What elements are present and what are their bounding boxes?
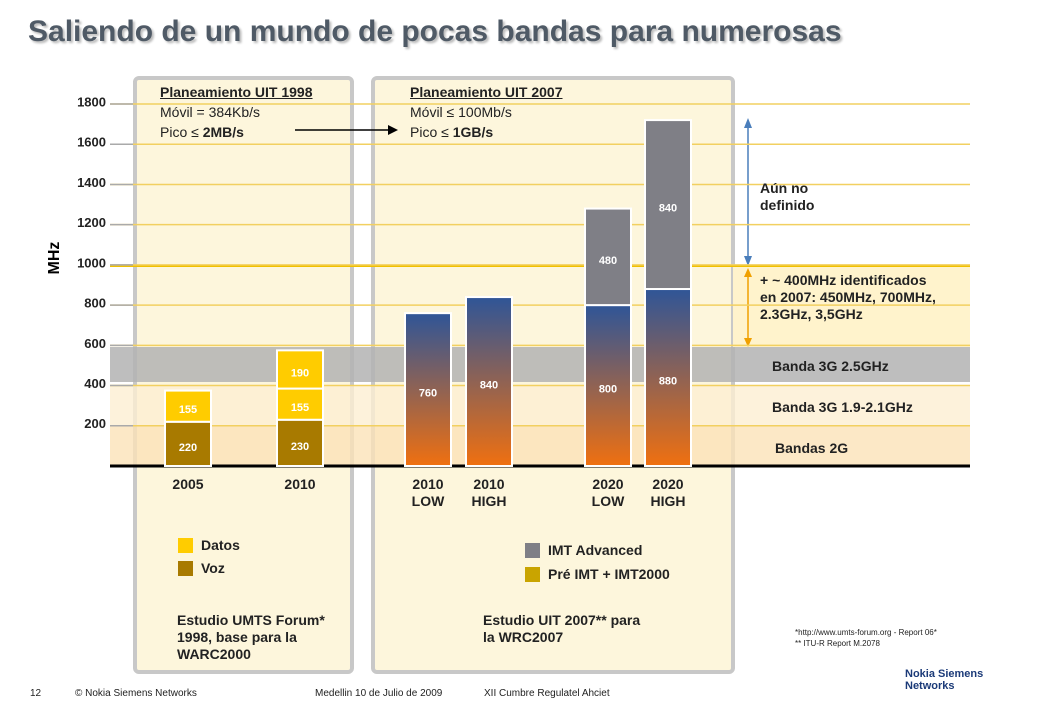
y-tick-label: 200	[84, 416, 106, 431]
arrow-head	[744, 338, 752, 347]
panel-text: Móvil = 384Kb/s	[160, 104, 260, 120]
y-tick-label: 1200	[77, 215, 106, 230]
legend-label: IMT Advanced	[548, 542, 643, 558]
bar-segment	[404, 312, 452, 467]
bar-segment	[644, 288, 692, 467]
x-tick-label: 2010 HIGH	[471, 476, 507, 509]
legend-swatch	[178, 538, 193, 553]
legend-swatch	[525, 543, 540, 558]
arrow-head	[744, 268, 752, 277]
bar-segment	[276, 387, 324, 421]
legend-swatch	[178, 561, 193, 576]
bar-segment	[276, 349, 324, 390]
bar-segment	[164, 420, 212, 467]
band-25	[110, 347, 970, 382]
y-tick-label: 1000	[77, 255, 106, 270]
legend-label: Datos	[201, 537, 240, 553]
data-label: 840	[480, 379, 498, 391]
data-label: 880	[659, 375, 677, 387]
y-tick-label: 1400	[77, 175, 106, 190]
data-label: 220	[179, 442, 197, 454]
y-tick-label: 1600	[77, 135, 106, 150]
annotation: Banda 3G 1.9-2.1GHz	[772, 399, 913, 415]
data-label: 760	[419, 387, 437, 399]
footnote: *http://www.umts-forum.org - Report 06*	[795, 628, 937, 637]
text: 2MB/s	[202, 124, 244, 140]
text: 1GB/s	[452, 124, 494, 140]
annotation: Aún no definido	[760, 180, 815, 213]
band-3g	[110, 386, 970, 426]
x-tick-label: 2005	[172, 476, 204, 492]
legend-label: Pré IMT + IMT2000	[548, 566, 670, 582]
footer: © Nokia Siemens Networks	[75, 688, 197, 699]
data-label: 190	[291, 367, 309, 379]
bar-segment	[276, 418, 324, 467]
y-tick-label: 1800	[77, 94, 106, 109]
annotation: Bandas 2G	[775, 440, 849, 456]
y-tick-label: 400	[84, 376, 106, 391]
panel-heading: Planeamiento UIT 1998	[160, 84, 313, 100]
logo: Nokia Siemens Networks	[905, 668, 984, 693]
x-tick-label: 2010	[284, 476, 316, 492]
data-label: 800	[599, 383, 617, 395]
footer: XII Cumbre Regulatel Ahciet	[484, 688, 610, 699]
bar-segment	[584, 207, 632, 307]
bar-segment	[465, 296, 513, 468]
annotation: + ~ 400MHz identificados en 2007: 450MHz…	[760, 272, 936, 322]
y-axis-label: MHz	[46, 242, 63, 275]
panel-text: Pico ≤ 2MB/s	[160, 124, 244, 141]
arrow-head	[744, 118, 752, 128]
legend-label: Voz	[201, 560, 225, 576]
arrow-head	[388, 125, 398, 135]
panel-text: Pico ≤ 1GB/s	[410, 124, 493, 141]
annotation: Banda 3G 2.5GHz	[772, 358, 889, 374]
x-tick-label: 2020 HIGH	[650, 476, 686, 509]
data-label: 155	[291, 402, 309, 414]
data-label: 230	[291, 441, 309, 453]
bar-segment	[164, 389, 212, 423]
x-tick-label: 2020 LOW	[591, 476, 625, 509]
footnote: ** ITU-R Report M.2078	[795, 639, 880, 648]
study: Estudio UIT 2007** para la WRC2007	[483, 612, 641, 645]
y-tick-label: 800	[84, 296, 106, 311]
title: Saliendo de un mundo de pocas bandas par…	[28, 15, 842, 48]
study: Estudio UMTS Forum* 1998, base para la W…	[177, 612, 325, 662]
data-label: 840	[659, 202, 677, 214]
bar-segment	[644, 119, 692, 291]
text: Pico ≤	[160, 124, 199, 140]
panel-heading: Planeamiento UIT 2007	[410, 84, 563, 100]
footer: Medellin 10 de Julio de 2009	[315, 688, 443, 699]
band-2g	[110, 426, 970, 466]
y-tick-label: 600	[84, 336, 106, 351]
band-new	[733, 266, 970, 347]
text: Pico ≤	[410, 124, 449, 140]
data-label: 480	[599, 255, 617, 267]
panel-text: Móvil ≤ 100Mb/s	[410, 104, 512, 120]
arrow-head	[744, 256, 752, 266]
data-label: 155	[179, 404, 197, 416]
x-tick-label: 2010 LOW	[411, 476, 445, 509]
footer: 12	[30, 688, 42, 699]
legend-swatch	[525, 567, 540, 582]
